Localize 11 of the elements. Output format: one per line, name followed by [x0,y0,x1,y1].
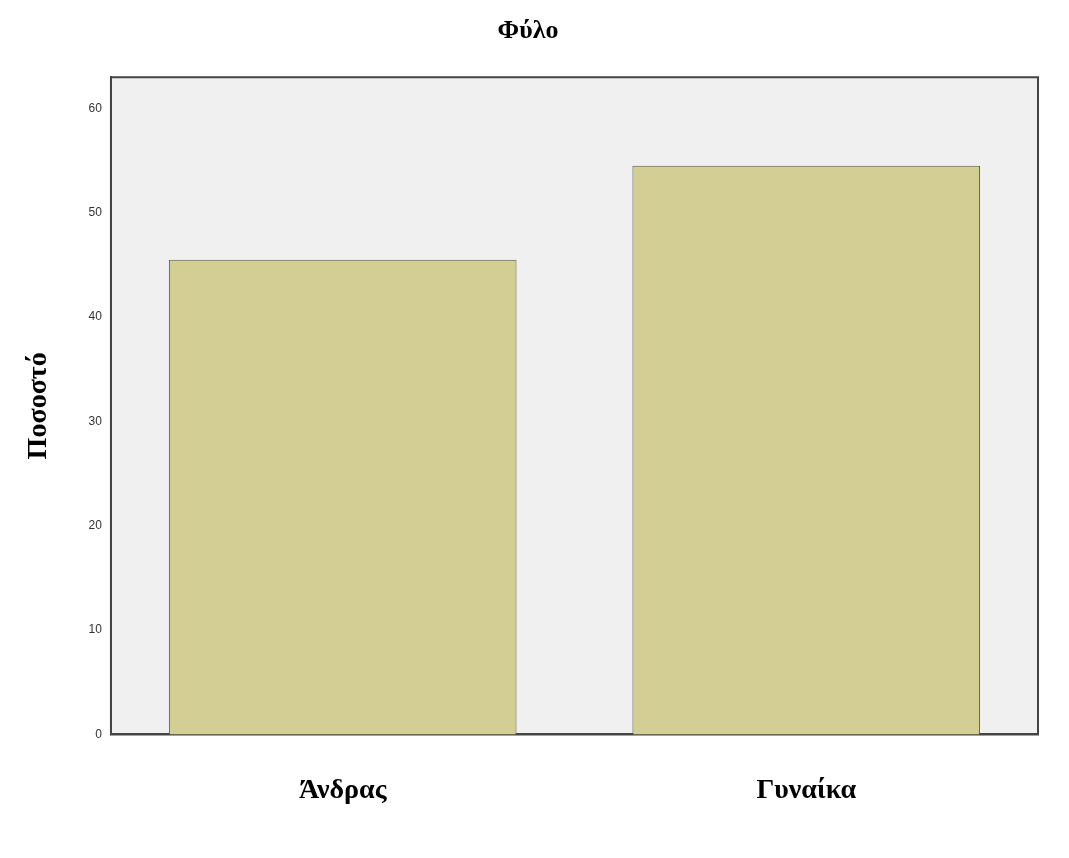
x-tick-label: Γυναίκα [756,773,857,805]
y-tick-label: 60 [88,100,103,115]
y-tick-label: 20 [88,518,103,533]
y-tick-label: 10 [88,622,103,637]
chart-title: Φύλο [497,15,559,45]
y-tick-label: 0 [95,726,103,741]
y-tick-label: 50 [88,205,103,220]
y-tick-label: 30 [88,413,103,428]
y-axis-title: Ποσοστό [21,352,53,460]
x-tick-label: Άνδρας [298,773,388,805]
y-tick-label: 40 [88,309,103,324]
